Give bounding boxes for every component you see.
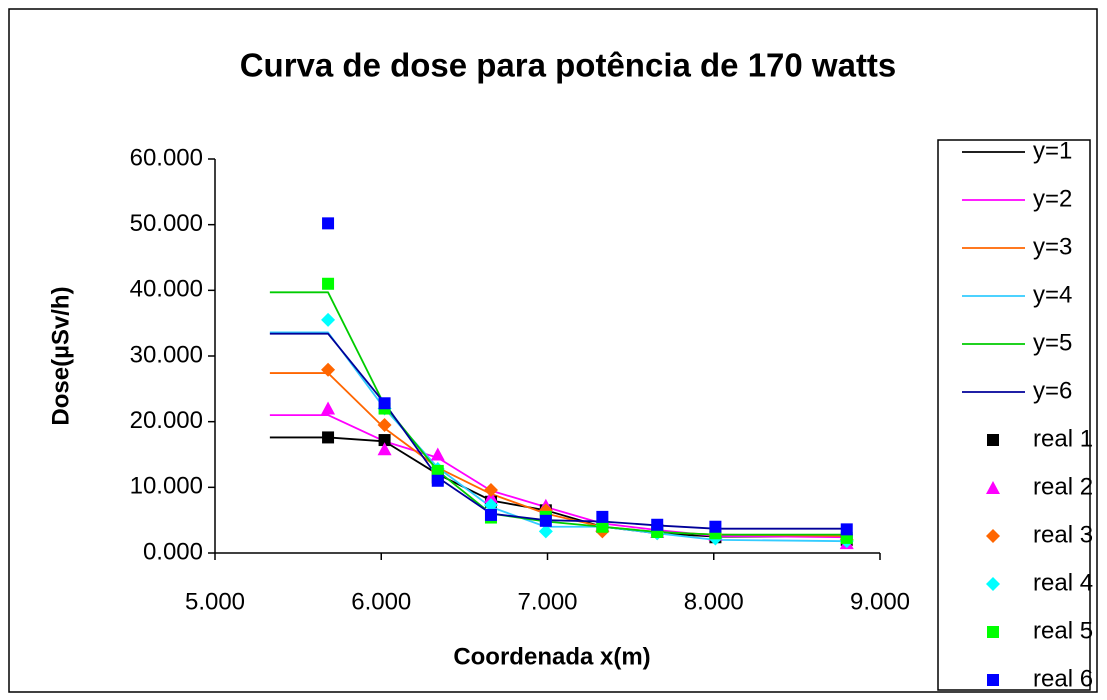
marker-square	[378, 434, 391, 447]
legend-label: y=2	[1033, 185, 1072, 212]
marker-square	[378, 397, 391, 410]
marker-square	[987, 626, 999, 638]
x-tick-label: 7.000	[517, 588, 577, 615]
x-tick-label: 6.000	[351, 588, 411, 615]
marker-square	[987, 434, 999, 446]
marker-diamond	[321, 362, 336, 377]
marker-square	[596, 510, 609, 523]
legend-label: real 5	[1033, 617, 1093, 644]
marker-square	[596, 520, 609, 533]
x-tick-label: 9.000	[850, 588, 910, 615]
x-tick-label: 5.000	[185, 588, 245, 615]
marker-diamond	[483, 498, 498, 513]
legend-box	[937, 139, 1091, 691]
series-line	[269, 436, 806, 538]
y-tick-label: 50.000	[130, 210, 203, 237]
marker-diamond	[986, 529, 1000, 543]
marker-square	[987, 674, 999, 686]
marker-diamond	[538, 524, 553, 539]
y-axis-label: Dose(µSv/h)	[47, 286, 74, 425]
y-tick-label: 30.000	[130, 341, 203, 368]
legend-label: y=3	[1033, 233, 1072, 260]
legend-label: real 3	[1033, 521, 1093, 548]
marker-square	[484, 508, 497, 521]
legend-label: y=5	[1033, 329, 1072, 356]
marker-square	[322, 277, 335, 290]
legend-label: real 1	[1033, 425, 1093, 452]
chart-frame	[8, 8, 1098, 693]
marker-diamond	[986, 577, 1000, 591]
y-tick-label: 20.000	[130, 407, 203, 434]
marker-triangle	[430, 447, 445, 461]
y-tick-label: 40.000	[130, 276, 203, 303]
marker-triangle	[986, 481, 1000, 494]
marker-triangle	[377, 442, 392, 456]
legend-label: real 6	[1033, 665, 1093, 692]
marker-square	[322, 431, 335, 444]
y-tick-label: 60.000	[130, 144, 203, 171]
marker-square	[431, 474, 444, 487]
legend-label: real 4	[1033, 569, 1093, 596]
legend-label: y=4	[1033, 281, 1072, 308]
legend-label: y=1	[1033, 137, 1072, 164]
marker-diamond	[321, 312, 336, 327]
marker-diamond	[483, 482, 498, 497]
marker-triangle	[321, 401, 336, 415]
chart-title: Curva de dose para potência de 170 watts	[240, 47, 897, 84]
marker-square	[322, 217, 335, 230]
legend-label: y=6	[1033, 377, 1072, 404]
legend-label: real 2	[1033, 473, 1093, 500]
marker-square	[431, 464, 444, 477]
marker-square	[539, 514, 552, 527]
marker-square	[840, 523, 853, 536]
marker-square	[651, 518, 664, 531]
marker-diamond	[377, 417, 392, 432]
x-tick-label: 8.000	[684, 588, 744, 615]
marker-square	[709, 520, 722, 533]
y-tick-label: 0.000	[143, 538, 203, 565]
x-axis-label: Coordenada x(m)	[453, 643, 650, 670]
y-tick-label: 10.000	[130, 473, 203, 500]
series-line	[269, 332, 847, 530]
